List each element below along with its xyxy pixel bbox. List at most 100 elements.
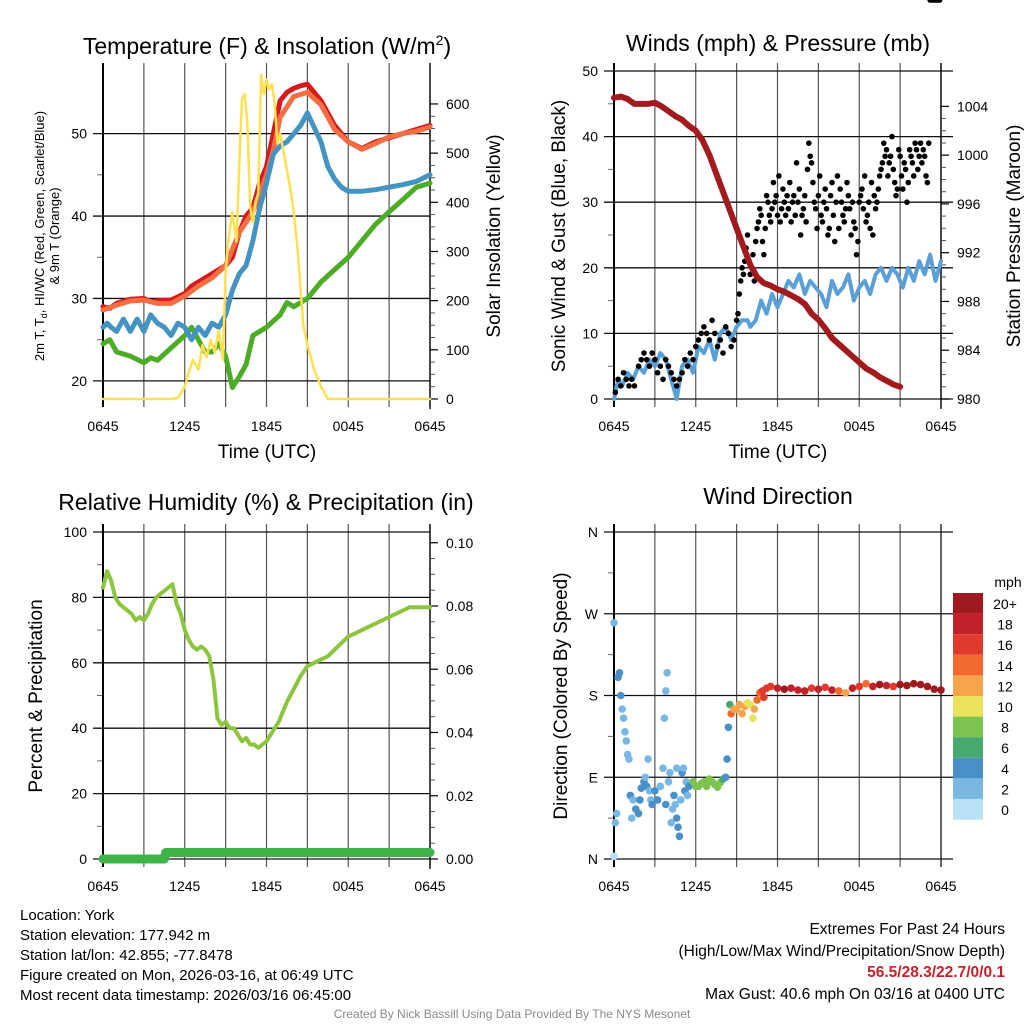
- gust-point: [814, 225, 820, 232]
- gust-point: [641, 350, 647, 356]
- y-tick-label: 50: [582, 63, 598, 79]
- direction-point: [661, 800, 670, 809]
- relative-humidity-line: [101, 569, 432, 750]
- x-tick-label: 0645: [414, 878, 445, 894]
- gust-point: [849, 199, 856, 205]
- direction-point: [814, 685, 823, 693]
- colorbar-swatch: [953, 593, 983, 614]
- gust-point: [728, 343, 734, 350]
- direction-point: [672, 814, 681, 822]
- gust-point: [731, 337, 737, 343]
- grid: [93, 524, 438, 869]
- right-tick-label: 1000: [957, 147, 988, 163]
- gust-point: [717, 337, 724, 343]
- direction-point: [794, 686, 802, 694]
- direction-point: [750, 705, 759, 713]
- gust-point: [771, 199, 778, 205]
- gust-point: [827, 192, 834, 199]
- y-tick-label: 50: [71, 126, 87, 142]
- gust-point: [789, 199, 796, 205]
- direction-point: [672, 764, 681, 772]
- direction-point: [670, 791, 678, 800]
- gust-point: [733, 317, 740, 324]
- direction-point: [923, 682, 932, 691]
- gust-point: [692, 343, 699, 350]
- colorbar-label: 4: [1001, 761, 1009, 777]
- gust-point: [870, 232, 876, 238]
- direction-point: [636, 796, 644, 804]
- gust-point: [898, 173, 905, 179]
- colorbar-label: 6: [1001, 740, 1009, 756]
- gust-point: [845, 192, 852, 199]
- gust-point: [652, 356, 658, 363]
- direction-point: [896, 680, 904, 689]
- hi-wc-line: [100, 110, 433, 343]
- gust-point: [618, 383, 624, 389]
- right-tick-label: 0.06: [446, 661, 473, 677]
- right-tick-label: 1004: [957, 98, 988, 114]
- y-tick-label: 30: [71, 290, 87, 306]
- gust-point: [863, 219, 869, 225]
- colorbar-label: 0: [1001, 802, 1009, 818]
- gust-point: [773, 192, 779, 199]
- extremes-values: 56.5/28.3/22.7/0/0.1: [867, 964, 1005, 981]
- gust-point: [703, 330, 710, 337]
- humidity-ylabel: Percent & Precipitation: [26, 599, 47, 792]
- gust-point: [878, 166, 884, 173]
- x-tick-label: 0045: [333, 418, 364, 434]
- right-tick-label: 400: [446, 194, 470, 210]
- direction-point: [875, 680, 884, 689]
- created-text: Figure created on Mon, 2026-03-16, at 06…: [20, 967, 354, 984]
- gust-point: [902, 166, 909, 173]
- x-tick-label: 0045: [333, 878, 364, 894]
- direction-point: [671, 800, 680, 809]
- x-tick-label: 0645: [598, 418, 629, 434]
- right-tick-label: 600: [446, 96, 470, 112]
- right-tick-label: 0.10: [446, 535, 473, 551]
- gust-point: [880, 140, 887, 146]
- y-tick-label: 80: [71, 589, 87, 605]
- gust-point: [785, 205, 792, 212]
- colorbar-swatch: [953, 634, 983, 655]
- gust-point: [782, 212, 789, 219]
- x-tick-label: 0645: [87, 878, 118, 894]
- y-tick-label: 60: [71, 655, 87, 671]
- location-text: Location: York: [20, 907, 115, 924]
- y-tick-label: W: [585, 606, 599, 622]
- gust-point: [615, 376, 621, 383]
- latlon-text: Station lat/lon: 42.855; -77.8478: [20, 947, 233, 964]
- gust-point: [673, 383, 680, 389]
- gust-point: [912, 140, 918, 146]
- direction-point: [749, 714, 757, 723]
- gust-point: [698, 330, 704, 337]
- x-tick-label: 1845: [762, 878, 793, 894]
- gust-point: [836, 225, 842, 232]
- colorbar-swatch: [953, 696, 983, 717]
- gust-point: [882, 153, 888, 160]
- humidity-title: Relative Humidity (%) & Precipitation (i…: [58, 489, 473, 515]
- precipitation-line: [98, 848, 435, 864]
- gust-point: [861, 173, 868, 179]
- colorbar-swatch: [953, 737, 983, 758]
- extremes-subtitle: (High/Low/Max Wind/Precipitation/Snow De…: [678, 942, 1006, 960]
- direction-point: [828, 686, 836, 694]
- direction-point: [862, 679, 870, 688]
- direction-point: [683, 791, 692, 800]
- gust-point: [818, 212, 824, 219]
- right-tick-label: 0.08: [446, 598, 473, 614]
- gust-point: [791, 192, 797, 199]
- gust-point: [774, 212, 781, 219]
- gust-point: [739, 265, 745, 271]
- gust-point: [886, 160, 893, 166]
- gust-point: [919, 160, 925, 166]
- right-tick-label: 984: [957, 342, 981, 358]
- right-tick-label: 988: [957, 293, 981, 309]
- y-tick-label: 40: [582, 129, 598, 145]
- gust-point: [766, 212, 773, 219]
- gust-point: [901, 160, 908, 166]
- gust-point: [643, 356, 650, 363]
- x-tick-label: 0645: [414, 418, 445, 434]
- y-tick-label: 20: [582, 260, 598, 276]
- colorbar-swatch: [953, 675, 983, 696]
- gust-point: [837, 186, 843, 192]
